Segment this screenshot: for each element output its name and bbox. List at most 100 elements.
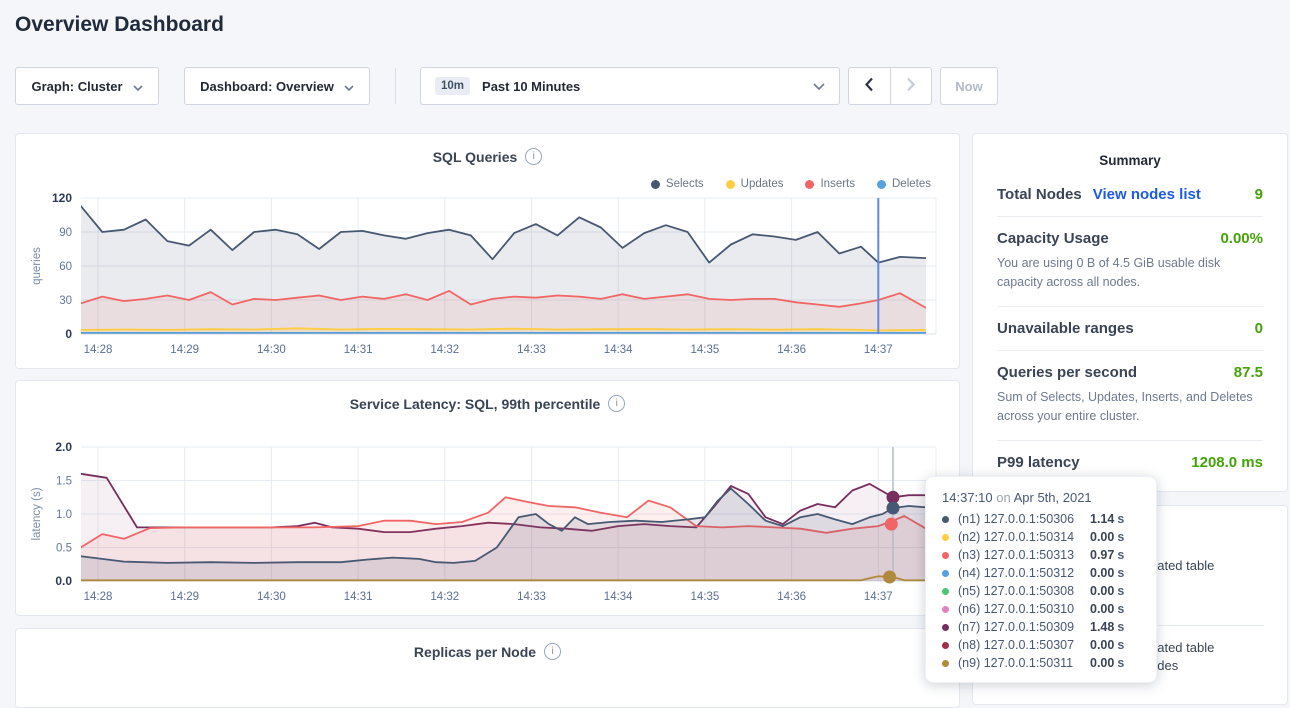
node-latency-value: 1.14 xyxy=(1090,512,1114,526)
svg-text:14:29: 14:29 xyxy=(170,591,199,603)
svg-text:1.0: 1.0 xyxy=(56,509,72,521)
node-address: (n4) 127.0.0.1:50312 xyxy=(958,566,1086,580)
summary-title: Summary xyxy=(997,134,1263,173)
svg-text:120: 120 xyxy=(52,191,72,205)
p99-latency-label: P99 latency xyxy=(997,454,1080,471)
prev-time-button[interactable] xyxy=(849,68,890,104)
view-nodes-list-link[interactable]: View nodes list xyxy=(1093,186,1201,203)
svg-text:14:28: 14:28 xyxy=(84,344,113,356)
node-color-dot xyxy=(942,552,949,559)
now-button-label: Now xyxy=(955,79,982,94)
time-range-picker[interactable]: 10m Past 10 Minutes xyxy=(420,67,840,105)
node-latency-value: 0.00 xyxy=(1090,656,1114,670)
tooltip-node-row: (n6) 127.0.0.1:503100.00s xyxy=(942,600,1140,618)
p99-latency-value: 1208.0 ms xyxy=(1191,454,1263,471)
node-color-dot xyxy=(942,588,949,595)
tooltip-timestamp: 14:37:10 on Apr 5th, 2021 xyxy=(942,490,1140,510)
graph-dropdown[interactable]: Graph: Cluster xyxy=(15,67,159,105)
svg-text:90: 90 xyxy=(59,227,72,239)
chevron-left-icon xyxy=(864,77,874,95)
svg-text:queries: queries xyxy=(31,247,43,285)
svg-text:14:33: 14:33 xyxy=(517,591,546,603)
svg-text:1.5: 1.5 xyxy=(56,476,72,488)
tooltip-date: Apr 5th, 2021 xyxy=(1014,490,1092,505)
chart-hover-tooltip: 14:37:10 on Apr 5th, 2021 (n1) 127.0.0.1… xyxy=(925,476,1157,683)
now-button[interactable]: Now xyxy=(940,67,998,105)
time-range-label: Past 10 Minutes xyxy=(482,79,580,94)
svg-text:14:37: 14:37 xyxy=(864,591,893,603)
tooltip-node-list: (n1) 127.0.0.1:503061.14s(n2) 127.0.0.1:… xyxy=(942,510,1140,672)
node-latency-value: 0.00 xyxy=(1090,602,1114,616)
node-latency-unit: s xyxy=(1117,512,1124,526)
dashboard-dropdown[interactable]: Dashboard: Overview xyxy=(184,67,370,105)
node-address: (n5) 127.0.0.1:50308 xyxy=(958,584,1086,598)
info-icon[interactable]: i xyxy=(544,643,561,660)
tooltip-on-word: on xyxy=(996,490,1010,505)
svg-text:14:29: 14:29 xyxy=(170,344,199,356)
tooltip-node-row: (n4) 127.0.0.1:50312 0.00s xyxy=(942,564,1140,582)
node-latency-unit: s xyxy=(1117,584,1124,598)
node-latency-unit: s xyxy=(1117,566,1124,580)
service-latency-card: Service Latency: SQL, 99th percentile i … xyxy=(15,380,960,616)
event-divider xyxy=(1158,625,1264,626)
svg-text:14:31: 14:31 xyxy=(344,344,373,356)
summary-row-unavailable-ranges: Unavailable ranges 0 xyxy=(997,307,1263,351)
qps-description: Sum of Selects, Updates, Inserts, and De… xyxy=(997,388,1263,427)
svg-text:14:28: 14:28 xyxy=(84,591,113,603)
svg-text:14:34: 14:34 xyxy=(604,591,633,603)
node-latency-value: 0.00 xyxy=(1090,584,1114,598)
sql-queries-chart[interactable]: 030609012014:2814:2914:3014:3114:3214:33… xyxy=(16,134,961,370)
node-latency-value: 1.48 xyxy=(1090,620,1114,634)
graph-dropdown-label: Graph: Cluster xyxy=(31,79,122,94)
svg-text:14:30: 14:30 xyxy=(257,591,286,603)
node-latency-value: 0.00 xyxy=(1090,566,1114,580)
svg-text:14:34: 14:34 xyxy=(604,344,633,356)
node-address: (n2) 127.0.0.1:50314 xyxy=(958,530,1086,544)
unavailable-ranges-label: Unavailable ranges xyxy=(997,320,1134,337)
node-latency-unit: s xyxy=(1117,638,1124,652)
dashboard-dropdown-label: Dashboard: Overview xyxy=(200,79,334,94)
node-color-dot xyxy=(942,516,949,523)
svg-text:14:36: 14:36 xyxy=(777,591,806,603)
qps-label: Queries per second xyxy=(997,364,1137,381)
summary-row-capacity: Capacity Usage 0.00% You are using 0 B o… xyxy=(997,217,1263,307)
node-latency-unit: s xyxy=(1117,656,1124,670)
tooltip-node-row: (n8) 127.0.0.1:50307 0.00s xyxy=(942,636,1140,654)
node-latency-value: 0.00 xyxy=(1090,530,1114,544)
svg-text:14:33: 14:33 xyxy=(517,344,546,356)
chevron-down-icon xyxy=(813,83,825,90)
service-latency-chart[interactable]: 0.00.51.01.52.014:2814:2914:3014:3114:32… xyxy=(16,381,961,617)
next-time-button[interactable] xyxy=(890,68,932,104)
svg-text:14:31: 14:31 xyxy=(344,591,373,603)
event-text-fragment: eated table xyxy=(1150,558,1214,573)
node-color-dot xyxy=(942,624,949,631)
summary-row-total-nodes: Total Nodes View nodes list 9 xyxy=(997,173,1263,217)
tooltip-time: 14:37:10 xyxy=(942,490,993,505)
capacity-usage-description: You are using 0 B of 4.5 GiB usable disk… xyxy=(997,254,1263,293)
page-title: Overview Dashboard xyxy=(15,13,224,37)
node-latency-value: 0.00 xyxy=(1090,638,1114,652)
svg-text:30: 30 xyxy=(59,295,72,307)
total-nodes-label: Total Nodes xyxy=(997,186,1082,203)
svg-text:14:32: 14:32 xyxy=(430,344,459,356)
chevron-down-icon xyxy=(344,79,354,94)
node-address: (n8) 127.0.0.1:50307 xyxy=(958,638,1086,652)
node-latency-unit: s xyxy=(1117,620,1124,634)
node-address: (n1) 127.0.0.1:50306 xyxy=(958,512,1086,526)
capacity-usage-label: Capacity Usage xyxy=(997,230,1109,247)
node-color-dot xyxy=(942,660,949,667)
node-address: (n3) 127.0.0.1:50313 xyxy=(958,548,1086,562)
node-color-dot xyxy=(942,534,949,541)
tooltip-node-row: (n1) 127.0.0.1:50306 1.14s xyxy=(942,510,1140,528)
svg-text:latency (s): latency (s) xyxy=(31,487,43,540)
tooltip-node-row: (n5) 127.0.0.1:50308 0.00s xyxy=(942,582,1140,600)
summary-panel: Summary Total Nodes View nodes list 9 Ca… xyxy=(972,133,1288,492)
tooltip-node-row: (n7) 127.0.0.1:503091.48s xyxy=(942,618,1140,636)
chevron-down-icon xyxy=(133,79,143,94)
node-latency-value: 0.97 xyxy=(1090,548,1114,562)
node-color-dot xyxy=(942,642,949,649)
total-nodes-value: 9 xyxy=(1255,186,1263,203)
svg-text:14:37: 14:37 xyxy=(864,344,893,356)
svg-text:60: 60 xyxy=(59,261,72,273)
node-color-dot xyxy=(942,570,949,577)
